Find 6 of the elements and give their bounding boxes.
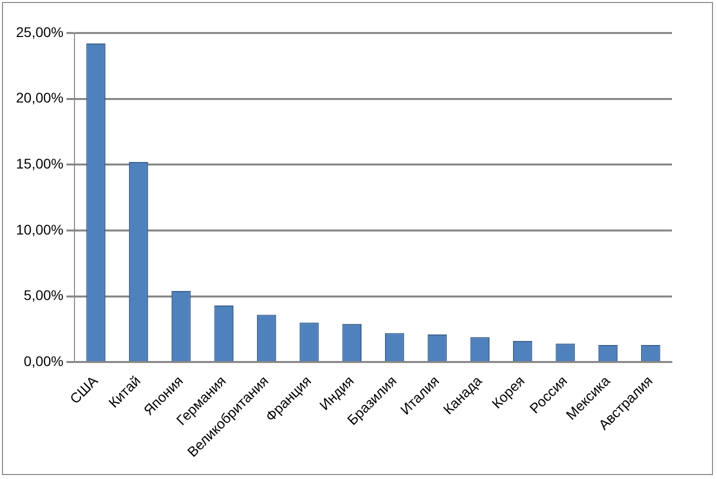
y-tick-label: 5,00% (24, 287, 64, 304)
y-tick-label: 25,00% (16, 24, 64, 40)
y-tick-label: 15,00% (16, 156, 64, 172)
y-tick-label: 0,00% (24, 352, 64, 369)
y-tick-label: 10,00% (16, 221, 64, 238)
y-tick-label: 20,00% (16, 90, 64, 106)
